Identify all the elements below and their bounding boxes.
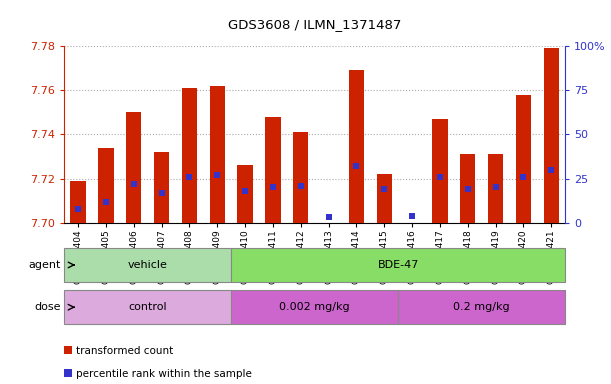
Bar [460, 154, 475, 223]
Bar [238, 166, 253, 223]
Point [407, 213, 417, 219]
Bar [544, 48, 559, 223]
Point [73, 205, 83, 212]
Bar [98, 148, 114, 223]
Point [519, 174, 529, 180]
Text: control: control [128, 302, 167, 312]
Text: agent: agent [29, 260, 61, 270]
Point [268, 184, 278, 190]
Bar [376, 174, 392, 223]
Bar [64, 248, 231, 282]
Text: GDS3608 / ILMN_1371487: GDS3608 / ILMN_1371487 [228, 18, 401, 31]
Bar [349, 70, 364, 223]
Point [185, 174, 194, 180]
Point [546, 167, 556, 173]
Bar [181, 88, 197, 223]
Bar [210, 86, 225, 223]
Bar [293, 132, 309, 223]
Bar [126, 113, 141, 223]
Text: BDE-47: BDE-47 [378, 260, 419, 270]
Bar [516, 95, 531, 223]
Point [129, 181, 139, 187]
Bar [231, 290, 398, 324]
Text: percentile rank within the sample: percentile rank within the sample [76, 369, 252, 379]
Bar [398, 290, 565, 324]
Bar [432, 119, 448, 223]
Point [324, 214, 334, 220]
Bar [64, 290, 231, 324]
Point [296, 182, 306, 189]
Text: transformed count: transformed count [76, 346, 173, 356]
Text: 0.2 mg/kg: 0.2 mg/kg [453, 302, 510, 312]
Point [379, 186, 389, 192]
Text: 0.002 mg/kg: 0.002 mg/kg [279, 302, 350, 312]
Point [156, 190, 166, 196]
Point [491, 184, 500, 190]
Point [240, 188, 250, 194]
Point [435, 174, 445, 180]
Point [351, 163, 361, 169]
Point [213, 172, 222, 178]
Point [101, 199, 111, 205]
Text: dose: dose [35, 302, 61, 312]
Text: vehicle: vehicle [128, 260, 167, 270]
Bar [488, 154, 503, 223]
Bar [70, 181, 86, 223]
Bar [154, 152, 169, 223]
Point [463, 186, 473, 192]
Bar [265, 117, 280, 223]
Bar [231, 248, 565, 282]
